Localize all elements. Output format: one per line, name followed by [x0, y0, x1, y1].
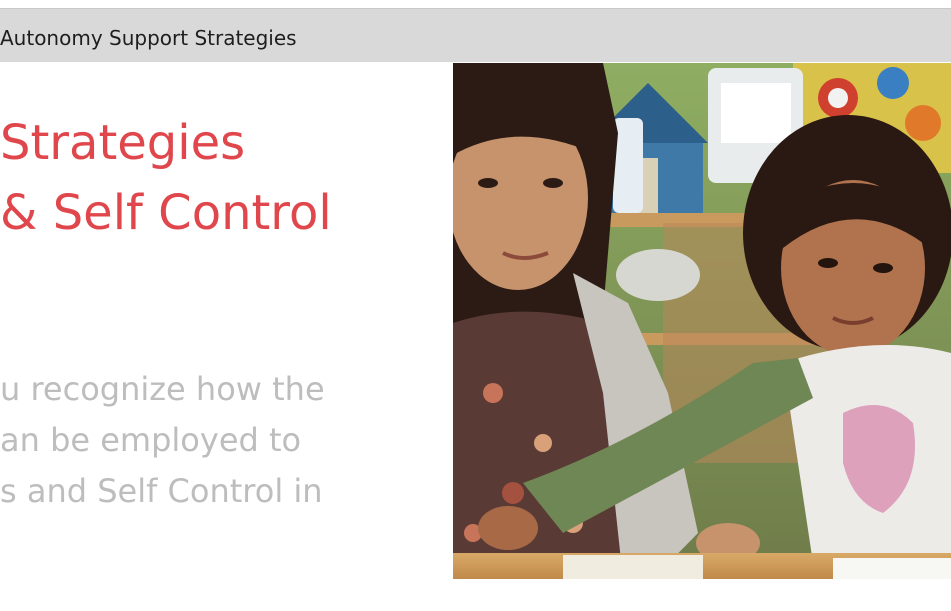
classroom-photo-illustration [453, 63, 951, 579]
slide-body-text: u recognize how the an be employed to s … [0, 364, 430, 517]
slide-header-bar: Autonomy Support Strategies [0, 8, 951, 62]
slide-header-title: Autonomy Support Strategies [0, 26, 297, 50]
slide-body-line: u recognize how the [0, 370, 325, 408]
slide-title-line: & Self Control [0, 185, 332, 241]
slide-title: Strategies & Self Control [0, 108, 430, 248]
slide-title-line: Strategies [0, 115, 246, 171]
classroom-photo [453, 63, 951, 579]
top-strip [0, 0, 951, 8]
slide-body-line: an be employed to [0, 421, 302, 459]
slide-body-line: s and Self Control in [0, 472, 323, 510]
